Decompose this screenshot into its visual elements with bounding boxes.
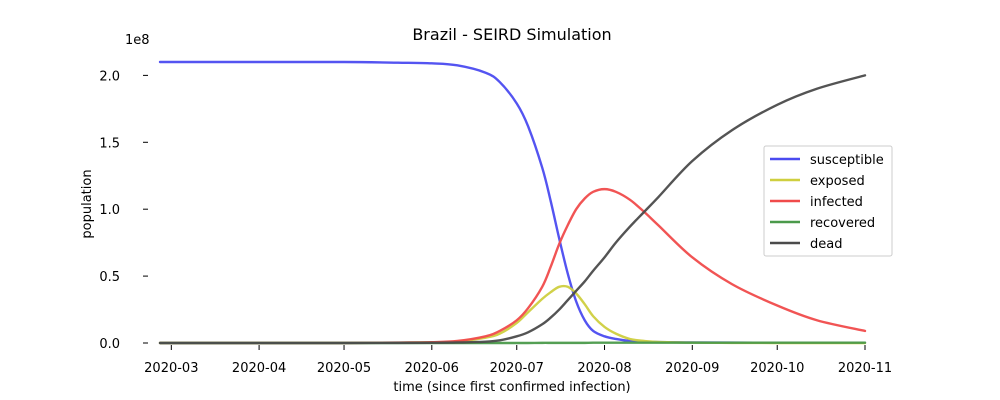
y-tick-label: 1.5: [99, 136, 120, 151]
legend-label-exposed: exposed: [810, 174, 865, 189]
x-tick-label: 2020-08: [577, 361, 631, 376]
legend-label-susceptible: susceptible: [810, 153, 884, 168]
x-axis: 2020-03 2020-04 2020-05 2020-06 2020-07 2020-…: [144, 345, 892, 376]
legend-label-recovered: recovered: [810, 216, 875, 231]
series-line-dead: [158, 74, 867, 345]
y-tick-label: 0.0: [99, 337, 120, 352]
x-axis-label: time (since first confirmed infection): [393, 380, 630, 395]
x-tick-label: 2020-09: [665, 361, 719, 376]
x-tick-label: 2020-05: [317, 361, 371, 376]
y-axis: 0.0 0.5 1.0 1.5 2.0: [99, 69, 148, 352]
x-tick-label: 2020-10: [750, 361, 804, 376]
x-tick-label: 2020-06: [405, 361, 459, 376]
x-tick-label: 2020-03: [144, 361, 198, 376]
legend-label-dead: dead: [810, 237, 842, 252]
x-tick-label: 2020-11: [838, 361, 892, 376]
legend-frame: [763, 145, 893, 257]
legend: susceptible exposed infected recovered dead: [763, 145, 893, 257]
y-axis-label: population: [80, 169, 95, 238]
chart-title: Brazil - SEIRD Simulation: [412, 25, 611, 44]
y-tick-label: 0.5: [99, 270, 120, 285]
plot-lines: [158, 60, 867, 345]
legend-label-infected: infected: [810, 195, 863, 210]
x-tick-label: 2020-07: [490, 361, 544, 376]
y-tick-label: 2.0: [99, 69, 120, 84]
y-scale-label: 1e8: [125, 33, 150, 48]
y-tick-label: 1.0: [99, 203, 120, 218]
x-tick-label: 2020-04: [232, 361, 286, 376]
